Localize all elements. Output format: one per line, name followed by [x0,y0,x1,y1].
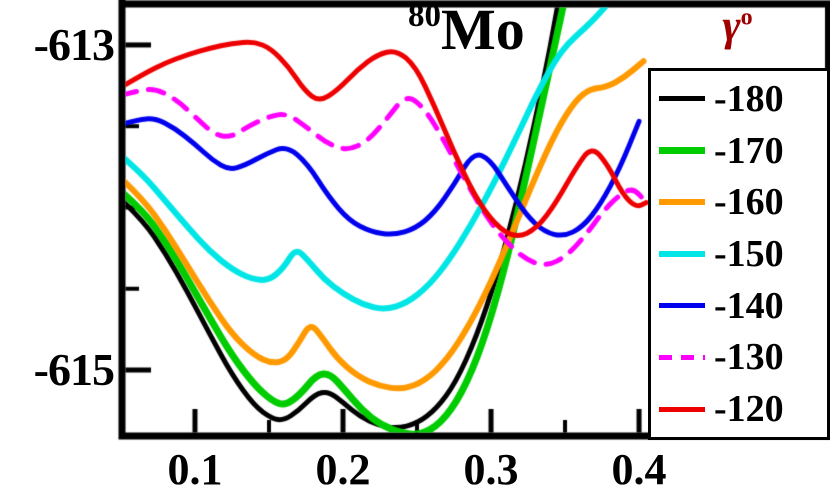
y-tick-label-top: -613 [33,19,115,70]
legend-header: γo [648,1,827,50]
legend-label: -150 [714,232,784,275]
legend-entry: -130 [659,338,827,376]
legend-entry: -150 [659,235,827,273]
legend-line-sample [659,147,705,155]
legend-entry: -170 [659,132,827,170]
x-tick-label-0-1: 0.1 [167,445,223,494]
legend-line-sample [659,96,705,102]
legend-line-sample [659,406,705,412]
degree-superscript: o [740,4,753,31]
legend: -180 -170 -160 -150 -140 -130 -120 [648,68,830,440]
legend-label: -170 [714,129,784,172]
legend-line-sample [659,354,705,360]
legend-entry: -120 [659,390,827,428]
legend-line-sample [659,303,705,309]
isotope-mass-number: 80 [408,0,441,34]
legend-line-sample [659,250,705,257]
x-tick-label-0-3: 0.3 [463,445,519,494]
legend-label: -160 [714,181,784,224]
legend-entry: -140 [659,287,827,325]
legend-label: -140 [714,284,784,327]
legend-label: -130 [714,336,784,379]
x-tick-label-0-2: 0.2 [315,445,371,494]
y-tick-label-bottom: -615 [33,344,115,395]
legend-label: -180 [714,77,784,120]
x-tick-label-0-4: 0.4 [611,445,667,494]
legend-entry: -180 [659,80,827,118]
gamma-symbol: γ [722,1,741,50]
legend-label: -120 [714,388,784,431]
legend-entry: -160 [659,183,827,221]
legend-line-sample [659,199,705,206]
plot-title: 80 Mo [408,0,525,62]
element-symbol: Mo [441,0,525,62]
